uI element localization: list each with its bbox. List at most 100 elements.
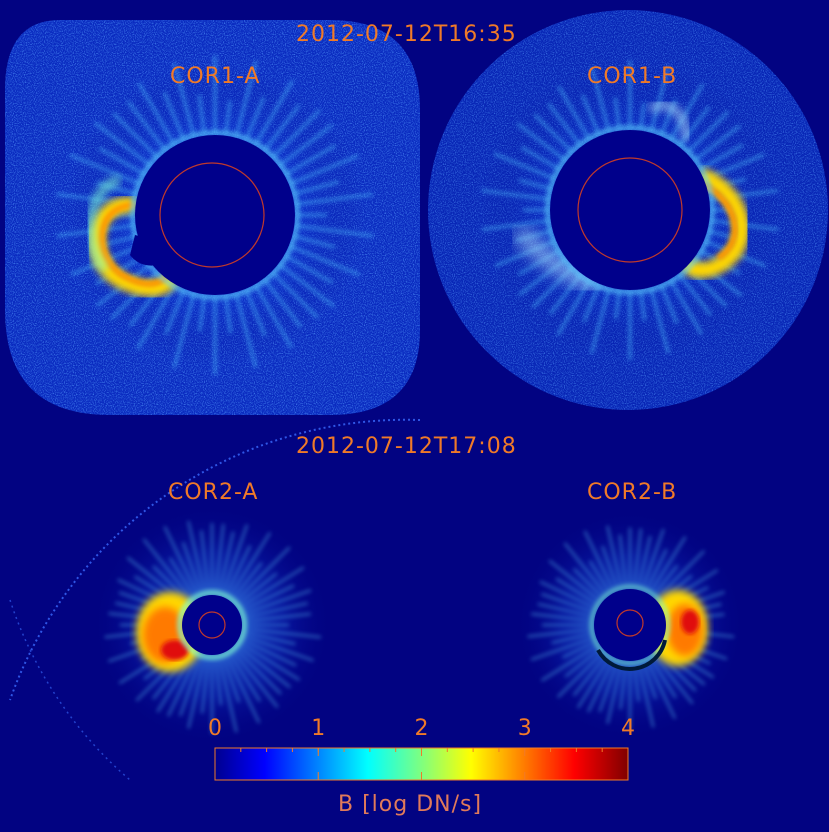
streamer-ray bbox=[214, 656, 223, 706]
cor2-a-fov-arc bbox=[9, 418, 421, 701]
streamer-ray bbox=[481, 188, 549, 201]
streamer-ray bbox=[242, 631, 296, 645]
colorbar-tick-label: 0 bbox=[208, 716, 222, 741]
streamer-ray bbox=[551, 632, 594, 644]
streamer-ray bbox=[224, 100, 232, 134]
streamer-ray bbox=[254, 285, 293, 349]
streamer-ray bbox=[590, 288, 611, 355]
streamer-ray bbox=[136, 285, 176, 350]
streamer-ray bbox=[290, 154, 359, 186]
streamer-ray bbox=[98, 146, 145, 176]
streamer-ray bbox=[279, 123, 334, 167]
streamer-ray bbox=[167, 653, 200, 717]
streamer-ray bbox=[234, 293, 258, 369]
streamer-ray bbox=[93, 121, 151, 167]
streamer-ray bbox=[290, 244, 361, 277]
cor1-a-corona bbox=[56, 55, 374, 375]
streamer-ray bbox=[606, 661, 623, 724]
streamer-ray bbox=[606, 525, 623, 589]
streamer-ray bbox=[637, 535, 652, 589]
streamer-ray bbox=[652, 654, 694, 705]
streamer-ray bbox=[562, 640, 597, 659]
streamer-ray bbox=[110, 271, 159, 320]
streamer-ray bbox=[201, 656, 210, 714]
streamer-ray bbox=[164, 290, 186, 335]
streamer-ray bbox=[285, 144, 337, 176]
panel-label-cor1-a: COR1-A bbox=[170, 64, 261, 89]
streamer-ray bbox=[587, 658, 615, 713]
streamer-ray bbox=[279, 263, 336, 308]
streamer-ray bbox=[231, 562, 263, 601]
streamer-ray bbox=[583, 530, 615, 592]
streamer-ray bbox=[686, 110, 730, 154]
streamer-ray bbox=[221, 524, 249, 596]
streamer-ray bbox=[296, 192, 373, 206]
panel-label-cor2-a: COR2-A bbox=[168, 480, 259, 505]
streamer-ray bbox=[556, 280, 591, 336]
streamer-ray bbox=[162, 91, 186, 140]
streamer-ray bbox=[263, 279, 303, 329]
streamer-ray bbox=[649, 65, 671, 132]
streamer-ray bbox=[590, 66, 611, 132]
streamer-ray bbox=[187, 520, 206, 595]
streamer-ray bbox=[557, 651, 604, 698]
streamer-ray bbox=[142, 538, 193, 601]
streamer-ray bbox=[618, 534, 627, 588]
streamer-ray bbox=[198, 296, 206, 332]
streamer-ray bbox=[580, 94, 601, 135]
streamer-ray bbox=[540, 593, 595, 614]
streamer-ray bbox=[168, 557, 196, 599]
streamer-ray bbox=[224, 545, 252, 597]
streamer-ray bbox=[678, 274, 713, 317]
streamer-ray bbox=[649, 536, 687, 594]
streamer-ray bbox=[242, 602, 308, 619]
streamer-ray bbox=[240, 584, 295, 613]
cor2-a-corona bbox=[92, 505, 332, 745]
panel-label-cor2-b: COR2-B bbox=[587, 480, 678, 505]
streamer-ray bbox=[241, 634, 314, 662]
cor2-b-corona bbox=[515, 510, 745, 740]
streamer-ray bbox=[126, 100, 167, 151]
colorbar-tick-label: 3 bbox=[517, 716, 532, 741]
streamer-ray bbox=[293, 180, 340, 196]
streamer-ray bbox=[577, 656, 611, 709]
streamer-ray bbox=[633, 528, 642, 588]
streamer-ray bbox=[518, 178, 552, 191]
streamer-ray bbox=[238, 566, 305, 609]
streamer-ray bbox=[172, 293, 196, 369]
streamer-ray bbox=[537, 602, 594, 618]
colorbar bbox=[214, 747, 629, 781]
streamer-ray bbox=[254, 79, 294, 145]
streamer-ray bbox=[69, 153, 140, 186]
panel-label-cor1-b: COR1-B bbox=[587, 64, 678, 89]
streamer-ray bbox=[649, 656, 677, 699]
streamer-ray bbox=[263, 104, 301, 151]
streamer-ray bbox=[231, 649, 279, 708]
streamer-ray bbox=[639, 102, 646, 129]
streamer-ray bbox=[241, 589, 312, 616]
colorbar-tick-label: 4 bbox=[621, 716, 635, 741]
streamer-ray bbox=[172, 62, 196, 137]
streamer-ray bbox=[244, 290, 267, 337]
streamer-ray bbox=[236, 572, 278, 606]
streamer-ray bbox=[228, 531, 271, 599]
streamer-ray bbox=[652, 564, 679, 596]
streamer-ray bbox=[197, 94, 206, 134]
streamer-ray bbox=[700, 143, 744, 171]
streamer-ray bbox=[694, 124, 741, 162]
streamer-ray bbox=[533, 113, 574, 154]
streamer-ray bbox=[293, 234, 336, 249]
streamer-ray bbox=[645, 548, 668, 592]
streamer-ray bbox=[547, 102, 582, 146]
streamer-ray bbox=[111, 111, 159, 159]
streamer-ray bbox=[200, 530, 210, 594]
streamer-ray bbox=[656, 550, 705, 599]
streamer-ray bbox=[531, 612, 593, 622]
streamer-ray bbox=[296, 224, 374, 238]
streamer-ray bbox=[214, 523, 225, 594]
streamer-ray bbox=[187, 655, 206, 729]
streamer-ray bbox=[182, 541, 203, 596]
cor1-b-corona bbox=[480, 60, 780, 360]
streamer-ray bbox=[564, 647, 601, 678]
streamer-ray bbox=[218, 531, 235, 595]
